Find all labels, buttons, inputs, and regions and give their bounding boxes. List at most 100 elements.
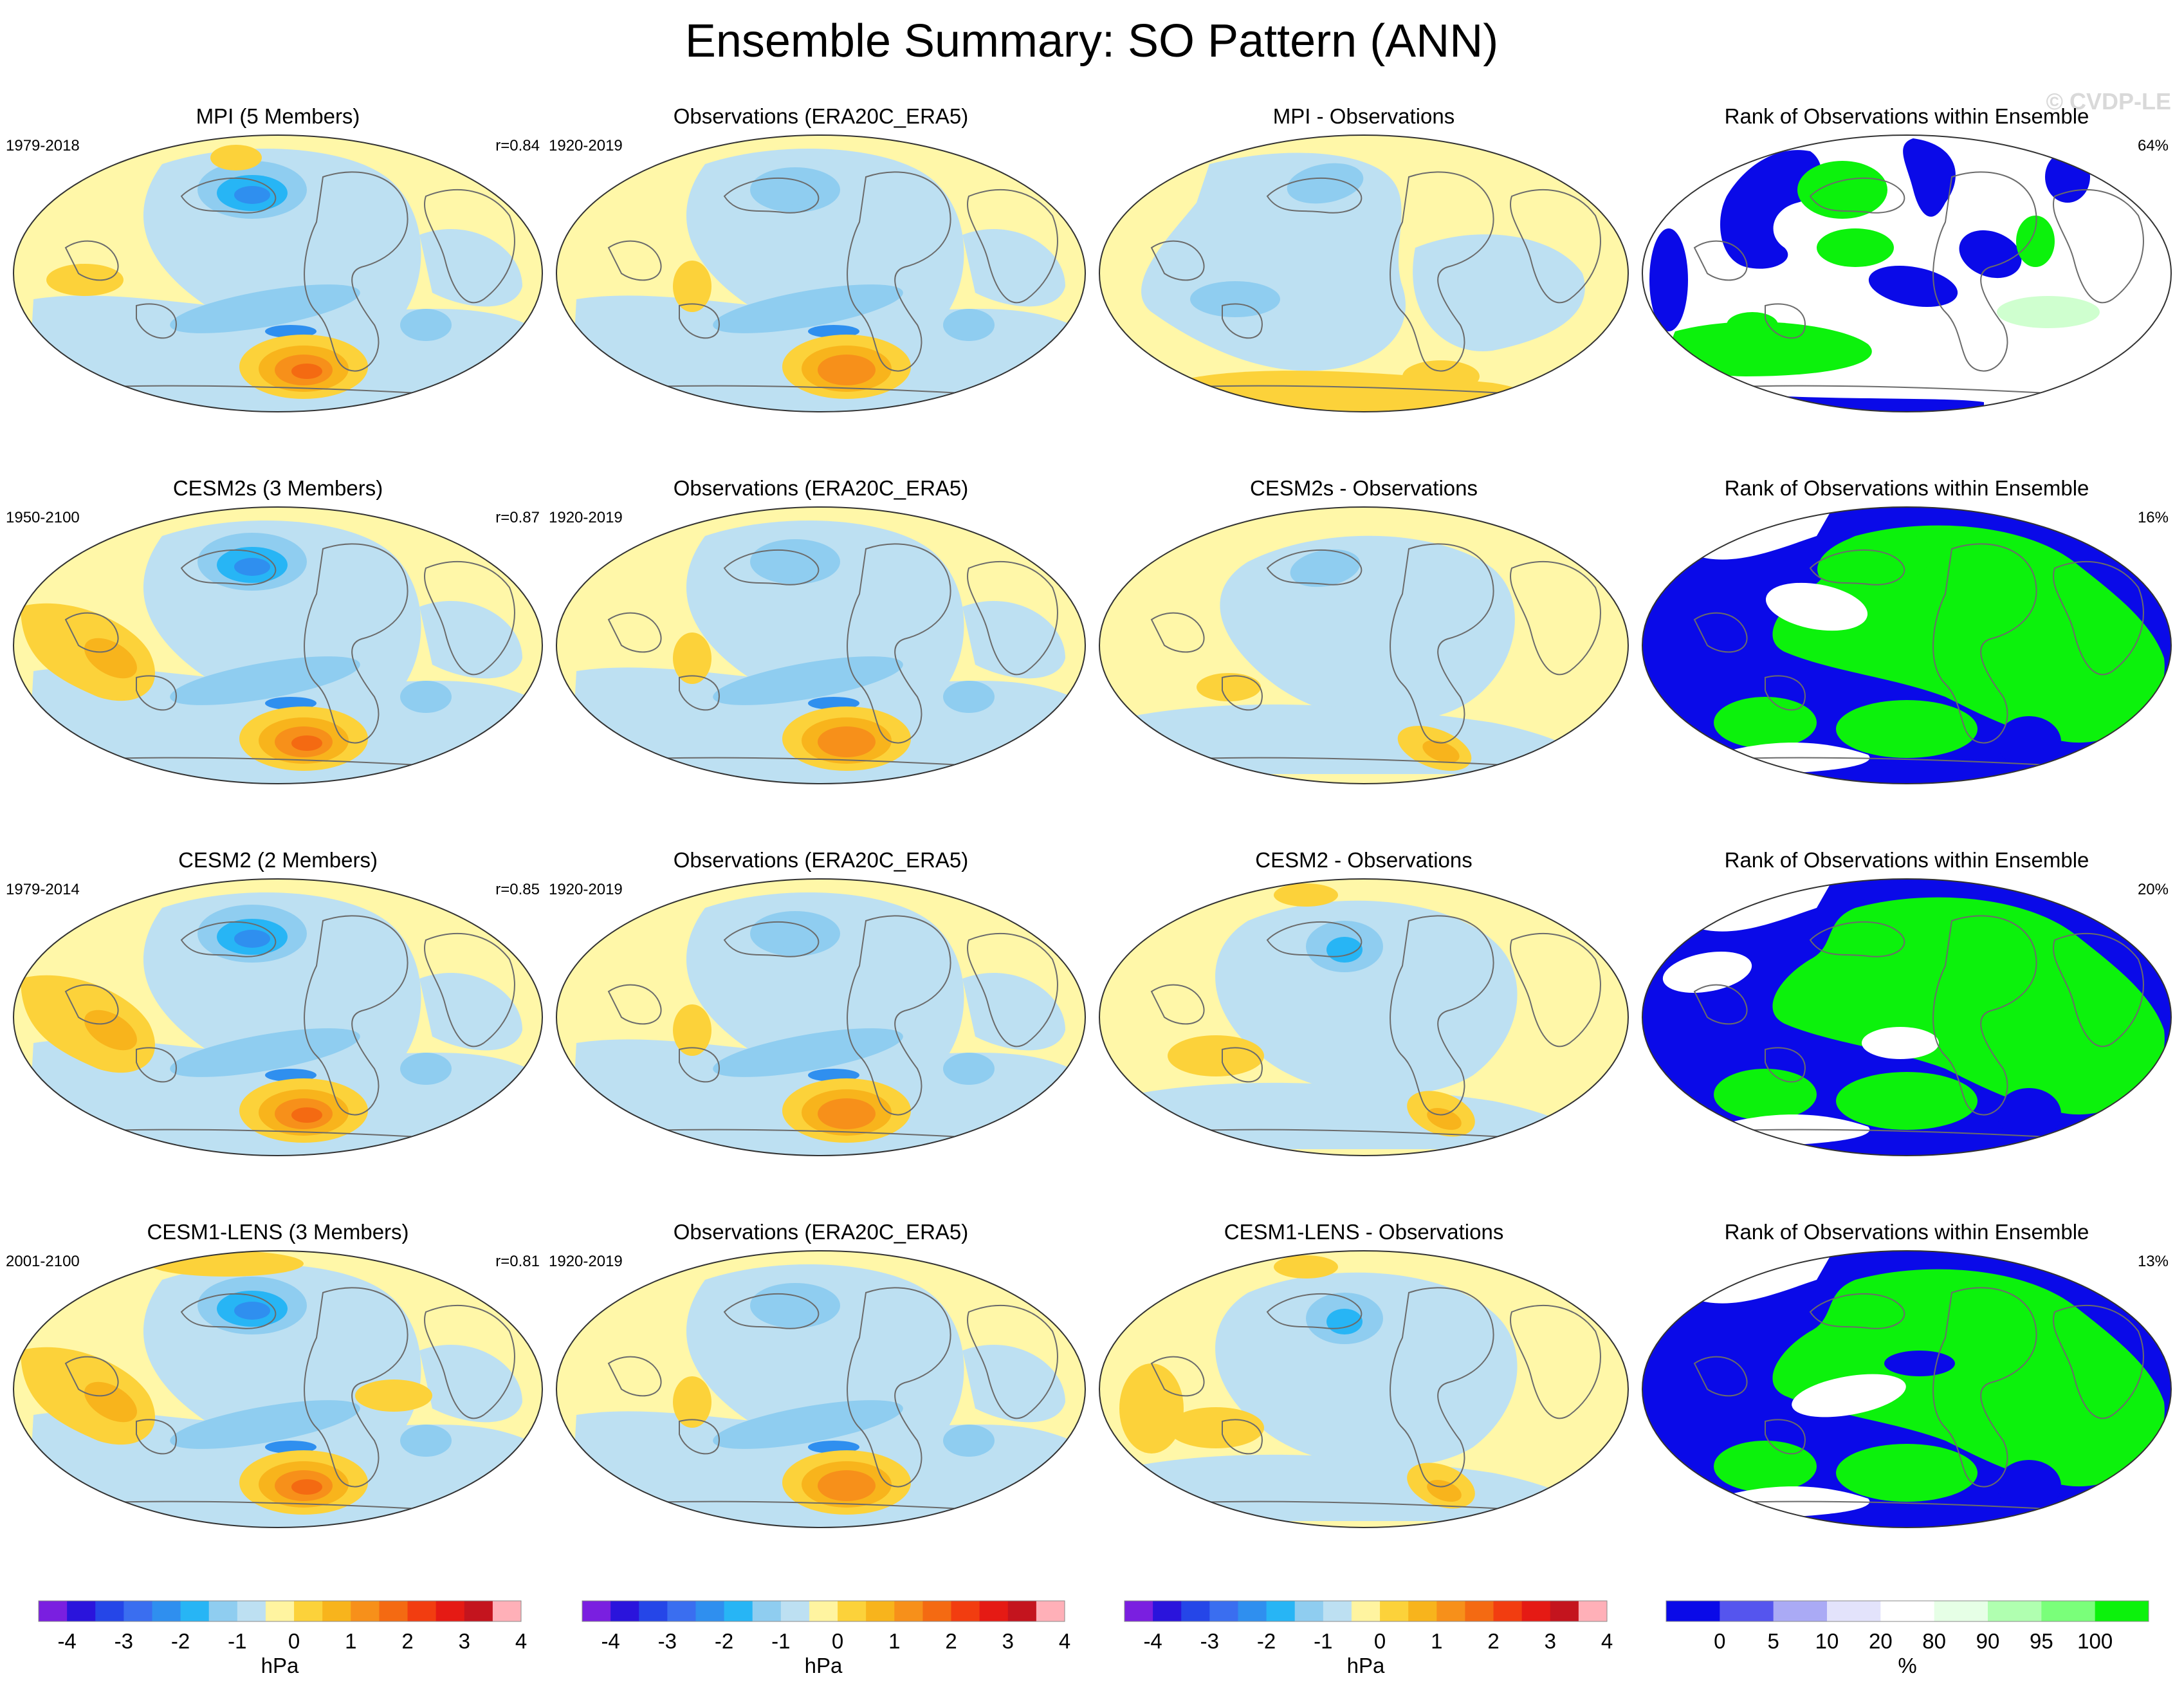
- panel-stat: 16%: [2138, 509, 2169, 526]
- coastline: [723, 549, 820, 586]
- contour-region: [1868, 266, 1958, 307]
- map-panel: Observations (ERA20C_ERA5) 1920-2019: [549, 848, 1086, 1156]
- colorbar-tick-label: 20: [1869, 1629, 1893, 1653]
- contour-region: [1836, 700, 1978, 758]
- coastline: [1150, 612, 1205, 653]
- contour-region: [46, 264, 124, 296]
- colorbar-swatch: [1666, 1601, 1720, 1621]
- colorbar-tick-label: -3: [115, 1629, 133, 1653]
- map-panel: Observations (ERA20C_ERA5) 1920-2019: [549, 476, 1086, 784]
- coastline: [679, 1419, 720, 1455]
- panel-title: MPI (5 Members): [196, 104, 360, 128]
- coastline: [1222, 1047, 1263, 1083]
- contour-region: [1694, 513, 1830, 560]
- coastline: [1809, 921, 1905, 957]
- colorbar-swatch: [1007, 1601, 1037, 1621]
- colorbar-swatch: [1323, 1601, 1352, 1621]
- colorbar-tick-label: 95: [2030, 1629, 2053, 1653]
- coastline: [607, 612, 662, 653]
- panel-period: 1920-2019: [549, 509, 623, 526]
- contour-region: [943, 681, 995, 713]
- contour-region: [1662, 952, 1752, 993]
- colorbar-swatch: [610, 1601, 639, 1621]
- colorbar-swatch: [124, 1601, 152, 1621]
- contour-region: [1714, 1441, 1817, 1492]
- colorbar-tick-label: 1: [345, 1629, 356, 1653]
- contour-region: [400, 309, 452, 341]
- coastline: [2053, 933, 2144, 1048]
- colorbar-swatch: [667, 1601, 696, 1621]
- coastline: [64, 984, 119, 1025]
- globe-outline: [1099, 134, 1629, 412]
- coastline: [1222, 675, 1263, 711]
- map-field: [14, 879, 542, 1156]
- coastline: [2053, 189, 2144, 304]
- colorbar-swatch: [208, 1601, 238, 1621]
- contour-region: [818, 355, 876, 385]
- contour-region: [818, 726, 876, 757]
- coastline: [1222, 1419, 1263, 1455]
- coastline: [1765, 1047, 1806, 1083]
- panel-title: Observations (ERA20C_ERA5): [674, 476, 969, 500]
- panel-stat: r=0.81: [495, 1253, 540, 1270]
- globe-outline: [1642, 878, 2172, 1156]
- coastline: [64, 612, 119, 653]
- coastline: [967, 1305, 1058, 1419]
- coastline: [2053, 1305, 2144, 1419]
- contour-region: [170, 1028, 360, 1077]
- contour-region: [943, 309, 995, 341]
- map-panel: MPI - Observations: [1099, 104, 1629, 412]
- contour-region: [1119, 1363, 1184, 1454]
- coastline: [1390, 1287, 1494, 1488]
- colorbar-swatch: [724, 1601, 753, 1621]
- coastline: [607, 1356, 662, 1397]
- colorbar-swatch: [951, 1601, 980, 1621]
- map-field: [1642, 1251, 2171, 1527]
- map-panel: CESM2s - Observations: [1099, 476, 1629, 784]
- coastline: [136, 1047, 177, 1083]
- colorbar-swatch: [809, 1601, 838, 1621]
- colorbar-swatch: [237, 1601, 266, 1621]
- colorbar-swatch: [1209, 1601, 1238, 1621]
- contour-region: [1772, 897, 2165, 1115]
- contour-region: [1132, 1454, 1595, 1521]
- coastline: [1693, 984, 1748, 1025]
- coastline: [424, 933, 515, 1048]
- coastline: [1693, 1356, 1748, 1397]
- coastline: [679, 1047, 720, 1083]
- colorbar-swatch: [752, 1601, 782, 1621]
- colorbar-tick-label: -3: [658, 1629, 677, 1653]
- figure-title: Ensemble Summary: SO Pattern (ANN): [685, 15, 1498, 67]
- contour-region: [234, 186, 270, 204]
- contour-region: [84, 638, 137, 679]
- panel-period: 2001-2100: [6, 1253, 80, 1270]
- colorbar-unit-label: hPa: [261, 1654, 299, 1677]
- coastline: [723, 1293, 820, 1329]
- coastline: [1150, 240, 1205, 281]
- contour-region: [2045, 151, 2090, 203]
- contour-region: [1190, 281, 1280, 317]
- contour-region: [713, 284, 903, 333]
- coastline: [723, 177, 820, 214]
- contour-region: [1694, 1257, 1830, 1304]
- colorbar-swatch: [322, 1601, 351, 1621]
- contour-region: [1792, 1374, 1906, 1417]
- contour-region: [1132, 704, 1595, 774]
- contour-region: [673, 1004, 711, 1056]
- colorbar-swatch: [639, 1601, 668, 1621]
- map-field: [1099, 507, 1628, 784]
- panel-stat: 13%: [2138, 1253, 2169, 1270]
- colorbar-frame: [582, 1600, 1065, 1622]
- coastline: [1765, 1419, 1806, 1455]
- colorbar-swatch: [582, 1601, 611, 1621]
- colorbar-swatch: [1408, 1601, 1437, 1621]
- contour-region: [1168, 1035, 1264, 1076]
- globe-outline: [556, 1250, 1086, 1528]
- colorbar-swatch: [1153, 1601, 1182, 1621]
- coastline: [1510, 189, 1601, 304]
- contour-region: [2029, 392, 2093, 412]
- colorbar-swatch: [1988, 1601, 2042, 1621]
- contour-region: [673, 632, 711, 684]
- contour-region: [1714, 697, 1817, 748]
